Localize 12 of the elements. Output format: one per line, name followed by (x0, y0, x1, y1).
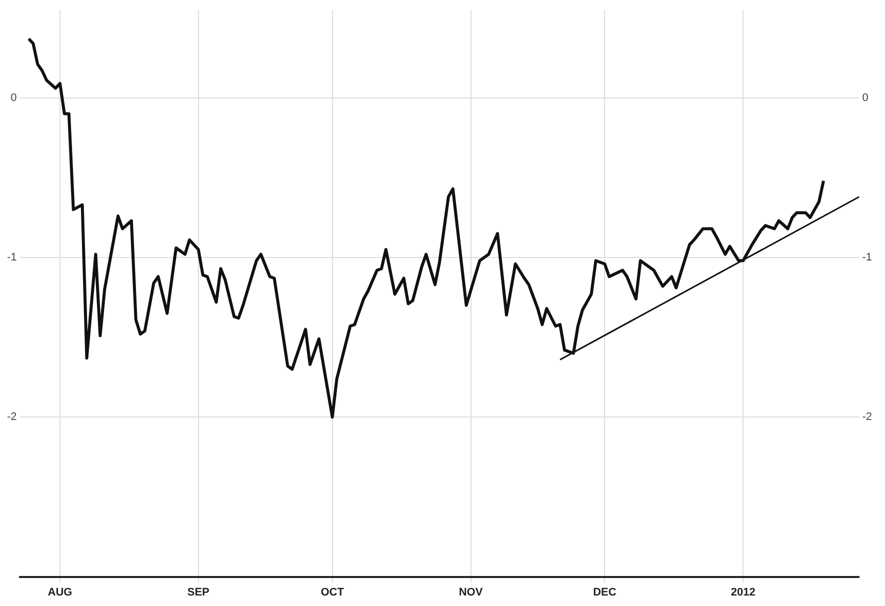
x-tick-label: 2012 (730, 586, 756, 598)
x-tick-label: SEP (187, 586, 210, 598)
x-tick-label: AUG (48, 586, 72, 598)
y2-tick-label: -2 (862, 411, 872, 424)
y-tick-label: 0 (10, 92, 17, 104)
y-tick-label: -2 (7, 411, 17, 424)
x-tick-label: DEC (593, 586, 616, 598)
y2-tick-label: 0 (862, 92, 868, 104)
x-tick-label: OCT (320, 586, 344, 598)
y2-tick-label: -1 (862, 252, 872, 264)
y-tick-label: -1 (7, 252, 17, 264)
x-tick-label: NOV (458, 586, 484, 598)
